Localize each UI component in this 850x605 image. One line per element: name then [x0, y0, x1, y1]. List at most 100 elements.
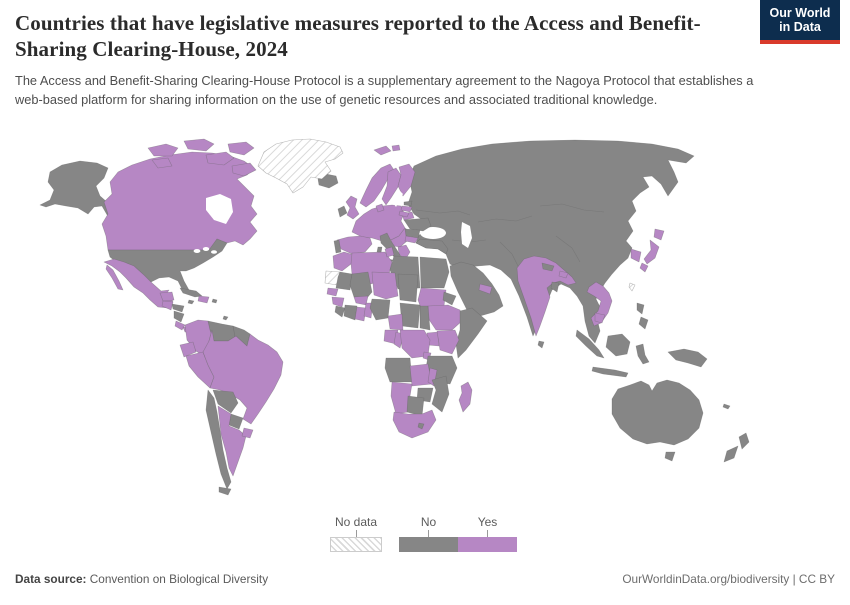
map-region-trinidad[interactable] — [222, 315, 229, 321]
map-region-argentina[interactable] — [217, 405, 247, 477]
map-region-yucatan[interactable] — [159, 291, 175, 302]
map-region-arctic-1[interactable] — [147, 143, 179, 157]
map-region-brazil[interactable] — [202, 329, 284, 425]
map-region-new-caledonia[interactable] — [722, 403, 731, 410]
map-region-south-sudan[interactable] — [419, 305, 431, 331]
map-region-mozambique[interactable] — [431, 375, 450, 413]
map-region-lithuania[interactable] — [398, 210, 410, 218]
map-region-portugal[interactable] — [333, 239, 342, 254]
map-region-morocco[interactable] — [332, 251, 355, 272]
map-region-honduras[interactable] — [171, 303, 185, 313]
map-region-nicaragua[interactable] — [173, 310, 185, 323]
map-region-latvia[interactable] — [400, 205, 413, 213]
map-region-bolivia[interactable] — [212, 389, 239, 414]
map-region-ecuador[interactable] — [179, 341, 197, 358]
map-region-taiwan[interactable] — [628, 282, 636, 292]
map-region-bhutan[interactable] — [558, 270, 569, 279]
map-region-borneo[interactable] — [605, 333, 631, 357]
map-region-arctic-3[interactable] — [205, 151, 235, 166]
map-region-japan-hokkaido[interactable] — [653, 228, 665, 241]
credit-link[interactable]: OurWorldinData.org/biodiversity | CC BY — [622, 572, 835, 586]
map-region-svalbard-2[interactable] — [391, 144, 401, 152]
map-region-ivory-coast[interactable] — [343, 304, 358, 321]
map-region-saudi-arabia[interactable] — [449, 261, 504, 317]
map-region-jamaica[interactable] — [187, 299, 195, 305]
map-region-cambodia[interactable] — [594, 312, 606, 324]
map-region-tasmania[interactable] — [664, 451, 676, 462]
map-region-svalbard[interactable] — [373, 145, 392, 156]
legend-swatch-yes[interactable] — [458, 537, 517, 552]
map-region-puerto-rico[interactable] — [211, 298, 218, 304]
map-region-botswana[interactable] — [406, 395, 425, 417]
map-region-nigeria[interactable] — [369, 298, 391, 321]
map-region-guatemala[interactable] — [161, 300, 174, 311]
map-region-hispaniola[interactable] — [197, 295, 210, 304]
map-region-sri-lanka[interactable] — [537, 340, 545, 349]
map-region-car[interactable] — [399, 302, 421, 329]
map-region-estonia[interactable] — [403, 200, 413, 207]
map-region-madagascar[interactable] — [458, 381, 473, 413]
map-region-kenya[interactable] — [436, 329, 460, 355]
map-region-denmark[interactable] — [375, 203, 385, 213]
map-region-guinea[interactable] — [331, 296, 345, 308]
map-region-niger[interactable] — [371, 271, 399, 300]
map-region-sweden[interactable] — [381, 167, 402, 206]
map-region-greenland[interactable] — [257, 138, 344, 194]
map-region-senegal[interactable] — [326, 287, 339, 297]
map-region-java[interactable] — [591, 366, 629, 378]
map-region-tierra-del-fuego[interactable] — [218, 486, 232, 496]
map-region-baja[interactable] — [105, 264, 124, 291]
map-region-angola[interactable] — [384, 357, 413, 383]
owid-logo[interactable]: Our World in Data — [760, 0, 840, 44]
map-region-philippines-luzon[interactable] — [636, 302, 645, 315]
map-region-greece[interactable] — [397, 244, 411, 261]
map-region-bulgaria[interactable] — [404, 235, 419, 244]
map-region-uruguay[interactable] — [241, 427, 254, 439]
map-region-somalia[interactable] — [455, 307, 488, 359]
map-region-alaska[interactable] — [39, 160, 117, 223]
map-region-philippines-mindanao[interactable] — [638, 316, 649, 330]
map-region-central-europe[interactable] — [351, 204, 406, 242]
map-region-arctic-4[interactable] — [227, 141, 255, 156]
map-region-eritrea[interactable] — [442, 291, 457, 306]
map-region-uk[interactable] — [345, 195, 360, 220]
map-region-finland[interactable] — [397, 163, 416, 197]
map-region-mexico[interactable] — [103, 258, 174, 309]
map-region-bangladesh[interactable] — [550, 281, 560, 293]
map-region-liberia[interactable] — [334, 305, 346, 318]
map-region-sulawesi[interactable] — [635, 343, 650, 365]
legend-item-nodata[interactable]: No data — [330, 515, 382, 552]
map-region-vietnam-laos[interactable] — [586, 281, 613, 327]
map-region-nepal[interactable] — [541, 262, 555, 272]
map-region-south-africa[interactable] — [392, 409, 437, 439]
map-region-cuba[interactable] — [179, 287, 203, 298]
map-region-mauritania[interactable] — [335, 271, 353, 291]
map-region-lesotho[interactable] — [417, 422, 425, 430]
map-region-nz-south[interactable] — [723, 445, 739, 463]
legend-swatch-no[interactable] — [399, 537, 458, 552]
legend-swatch-nodata[interactable] — [330, 537, 382, 552]
map-region-sumatra[interactable] — [575, 329, 605, 359]
map-region-south-korea[interactable] — [630, 248, 642, 263]
map-region-chad[interactable] — [397, 273, 419, 303]
legend-item-yes[interactable]: Yes — [458, 515, 517, 552]
map-region-new-guinea[interactable] — [667, 348, 708, 368]
legend-item-no[interactable]: No — [399, 515, 458, 552]
map-region-egypt[interactable] — [419, 256, 450, 289]
map-region-tunisia[interactable] — [384, 246, 395, 258]
map-region-arctic-5[interactable] — [231, 162, 257, 177]
map-region-japan-kyushu[interactable] — [639, 262, 649, 273]
map-region-costa-rica[interactable] — [174, 320, 186, 331]
map-region-ethiopia[interactable] — [427, 304, 464, 331]
map-region-australia[interactable] — [611, 379, 704, 446]
map-region-chile[interactable] — [205, 389, 232, 490]
map-region-cameroon[interactable] — [387, 313, 404, 331]
map-region-ukraine[interactable] — [403, 217, 432, 232]
map-region-turkey[interactable] — [415, 238, 449, 255]
map-region-nz-north[interactable] — [738, 432, 750, 450]
map-region-ghana[interactable] — [354, 306, 367, 322]
map-region-mali[interactable] — [349, 271, 373, 300]
map-region-uae[interactable] — [478, 283, 493, 295]
map-region-arctic-6[interactable] — [151, 157, 173, 169]
map-region-japan-honshu[interactable] — [643, 239, 660, 265]
